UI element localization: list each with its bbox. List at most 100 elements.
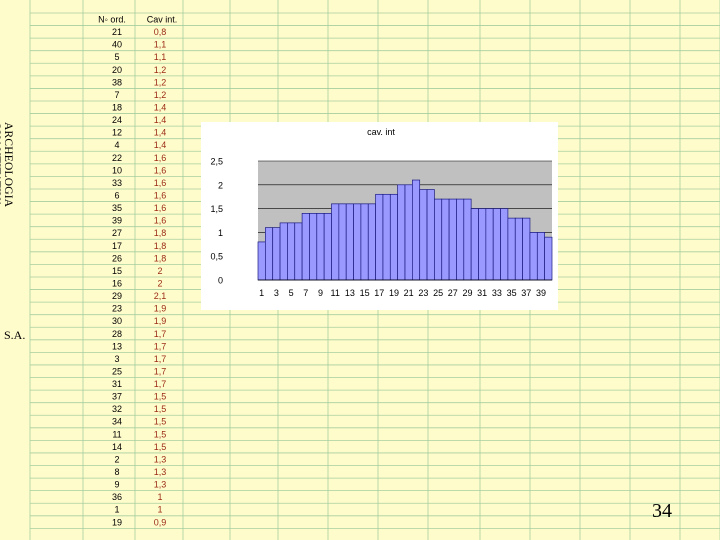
- table-cell-n-ord: 11: [112, 429, 121, 439]
- x-tick-label: 39: [536, 288, 546, 298]
- table-cell-cav-int: 2,1: [154, 291, 167, 301]
- x-tick-label: 31: [477, 288, 487, 298]
- table-cell-n-ord: 25: [112, 366, 122, 376]
- chart-panel[interactable]: cav. int 0 0,5 1 1,5 2 2,5 1 3 5 7 9 11 13 15 17 19 21 23 2…: [201, 122, 558, 310]
- bar-27: [448, 198, 457, 281]
- table-cell-n-ord: 31: [112, 379, 122, 389]
- bar-18: [382, 193, 391, 281]
- x-tick-label: 19: [389, 288, 399, 298]
- table-cell-n-ord: 22: [112, 153, 122, 163]
- bar-8: [309, 213, 318, 281]
- bar-28: [456, 198, 465, 281]
- table-cell-cav-int: 1,4: [154, 140, 167, 150]
- table-cell-n-ord: 12: [112, 128, 122, 138]
- table-cell-n-ord: 7: [114, 90, 119, 100]
- x-tick-label: 7: [303, 288, 308, 298]
- y-tick-label: 0: [218, 276, 223, 286]
- bar-40: [544, 236, 553, 281]
- bar-39: [536, 232, 545, 281]
- bar-11: [331, 203, 340, 281]
- x-tick-label: 11: [331, 288, 340, 298]
- bar-29: [463, 198, 472, 281]
- table-cell-n-ord: 36: [112, 492, 122, 502]
- y-tick-label: 0,5: [210, 252, 223, 262]
- bar-3: [272, 227, 281, 281]
- table-cell-n-ord: 28: [112, 329, 122, 339]
- table-cell-cav-int: 1,6: [154, 203, 167, 213]
- table-cell-cav-int: 1: [157, 505, 162, 515]
- table-cell-cav-int: 1,1: [154, 52, 167, 62]
- bar-17: [375, 193, 384, 281]
- bar-34: [500, 208, 509, 281]
- table-cell-n-ord: 29: [112, 291, 122, 301]
- table-cell-n-ord: 26: [112, 253, 122, 263]
- table-cell-n-ord: 37: [112, 392, 122, 402]
- table-cell-cav-int: 0,9: [154, 517, 167, 527]
- table-cell-cav-int: 1,2: [154, 77, 167, 87]
- table-cell-cav-int: 1,7: [154, 366, 167, 376]
- y-tick-label: 2: [218, 180, 223, 190]
- x-tick-label: 13: [345, 288, 355, 298]
- table-cell-cav-int: 0,8: [154, 27, 167, 37]
- table-cell-n-ord: 27: [112, 228, 122, 238]
- bar-20: [397, 184, 406, 281]
- bar-37: [522, 217, 531, 281]
- x-tick-label: 37: [521, 288, 531, 298]
- table-cell-n-ord: 4: [114, 140, 119, 150]
- table-cell-n-ord: 10: [112, 165, 122, 175]
- table-cell-n-ord: 38: [112, 77, 122, 87]
- table-cell-cav-int: 1,5: [154, 429, 167, 439]
- table-cell-n-ord: 9: [114, 480, 119, 490]
- table-cell-cav-int: 1,5: [154, 404, 167, 414]
- table-cell-n-ord: 13: [112, 341, 122, 351]
- table-cell-n-ord: 19: [112, 517, 122, 527]
- table-cell-cav-int: 1,6: [154, 178, 167, 188]
- table-cell-n-ord: 30: [112, 316, 122, 326]
- table-cell-cav-int: 1,2: [154, 90, 167, 100]
- table-cell-n-ord: 16: [112, 278, 122, 288]
- table-cell-n-ord: 23: [112, 304, 122, 314]
- bar-13: [345, 203, 354, 281]
- bar-32: [485, 208, 494, 281]
- side-title: ARCHEOLOGIA QUANTITATIVA: [0, 122, 14, 208]
- table-cell-cav-int: 1,3: [154, 454, 167, 464]
- table-cell-n-ord: 21: [112, 27, 122, 37]
- x-tick-label: 3: [274, 288, 279, 298]
- table-cell-cav-int: 1,8: [154, 253, 167, 263]
- table-cell-cav-int: 2: [157, 266, 162, 276]
- y-tick-label: 1,5: [210, 204, 223, 214]
- table-cell-cav-int: 1,1: [154, 40, 167, 50]
- bar-35: [507, 217, 516, 281]
- bar-4: [279, 222, 288, 281]
- x-tick-label: 33: [492, 288, 502, 298]
- table-cell-cav-int: 1,7: [154, 341, 167, 351]
- table-cell-cav-int: 1,5: [154, 417, 167, 427]
- bar-19: [389, 193, 399, 281]
- table-cell-n-ord: 18: [112, 102, 122, 112]
- bar-7: [301, 213, 310, 281]
- x-tick-label: 15: [360, 288, 370, 298]
- table-cell-cav-int: 1,6: [154, 153, 167, 163]
- bar-25: [434, 198, 443, 281]
- table-cell-cav-int: 1,5: [154, 392, 167, 402]
- bar-1: [257, 241, 266, 281]
- table-cell-cav-int: 2: [157, 278, 162, 288]
- table-cell-cav-int: 1,7: [154, 329, 167, 339]
- table-cell-n-ord: 15: [112, 266, 122, 276]
- table-cell-n-ord: 20: [112, 65, 122, 75]
- table-cell-n-ord: 39: [112, 216, 122, 226]
- table-cell-cav-int: 1,5: [154, 442, 167, 452]
- y-tick-label: 1: [218, 228, 223, 238]
- side-subtitle: S.A.: [4, 328, 26, 342]
- bar-22: [412, 179, 421, 281]
- table-cell-n-ord: 34: [112, 417, 122, 427]
- bar-16: [367, 203, 376, 281]
- bar-38: [529, 232, 538, 281]
- x-tick-label: 5: [289, 288, 294, 298]
- table-cell-cav-int: 1,4: [154, 128, 167, 138]
- table-cell-n-ord: 2: [114, 454, 119, 464]
- table-cell-cav-int: 1,9: [154, 316, 167, 326]
- table-cell-n-ord: 6: [114, 190, 119, 200]
- bar-15: [360, 203, 369, 281]
- x-tick-label: 1: [259, 288, 264, 298]
